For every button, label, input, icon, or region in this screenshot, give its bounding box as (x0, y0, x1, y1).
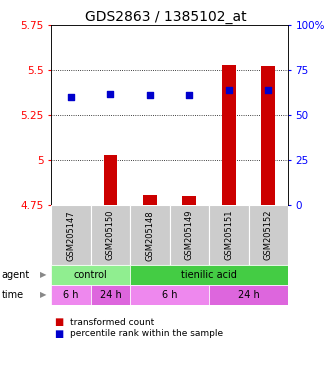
Point (265, 87, 271, 93)
Text: ■: ■ (55, 317, 64, 327)
Text: ■: ■ (55, 329, 64, 339)
Text: 6 h: 6 h (162, 290, 177, 300)
Bar (104, 155, 118, 205)
Text: 6 h: 6 h (63, 290, 79, 300)
Bar (130, 285, 209, 305)
Text: ▶: ▶ (40, 290, 46, 300)
Bar (130, 265, 288, 285)
Text: GSM205148: GSM205148 (145, 210, 155, 260)
Point (147, 92, 153, 98)
Bar (169, 205, 209, 265)
Text: transformed count: transformed count (70, 318, 154, 327)
Bar (91, 205, 130, 265)
Point (187, 92, 192, 98)
Bar (143, 195, 157, 205)
Text: agent: agent (2, 270, 30, 280)
Text: GSM205150: GSM205150 (106, 210, 115, 260)
Text: control: control (74, 270, 108, 280)
Point (108, 91, 113, 97)
Text: GSM205152: GSM205152 (264, 210, 273, 260)
Point (226, 87, 231, 93)
Text: GDS2863 / 1385102_at: GDS2863 / 1385102_at (85, 10, 246, 23)
Text: GSM205151: GSM205151 (224, 210, 233, 260)
Point (69, 94, 74, 100)
Text: 24 h: 24 h (238, 290, 260, 300)
Text: percentile rank within the sample: percentile rank within the sample (70, 329, 223, 338)
Text: GSM205149: GSM205149 (185, 210, 194, 260)
Bar (182, 195, 196, 205)
Text: time: time (2, 290, 24, 300)
Bar (130, 205, 169, 265)
Bar (209, 285, 288, 305)
Bar (261, 66, 275, 205)
Bar (209, 205, 249, 265)
Text: ▶: ▶ (40, 270, 46, 280)
Bar (249, 205, 288, 265)
Text: 24 h: 24 h (100, 290, 121, 300)
Text: GSM205147: GSM205147 (67, 210, 75, 260)
Bar (51, 265, 130, 285)
Bar (91, 285, 130, 305)
Bar (51, 285, 91, 305)
Bar (51, 205, 91, 265)
Text: tienilic acid: tienilic acid (181, 270, 237, 280)
Bar (222, 65, 236, 205)
